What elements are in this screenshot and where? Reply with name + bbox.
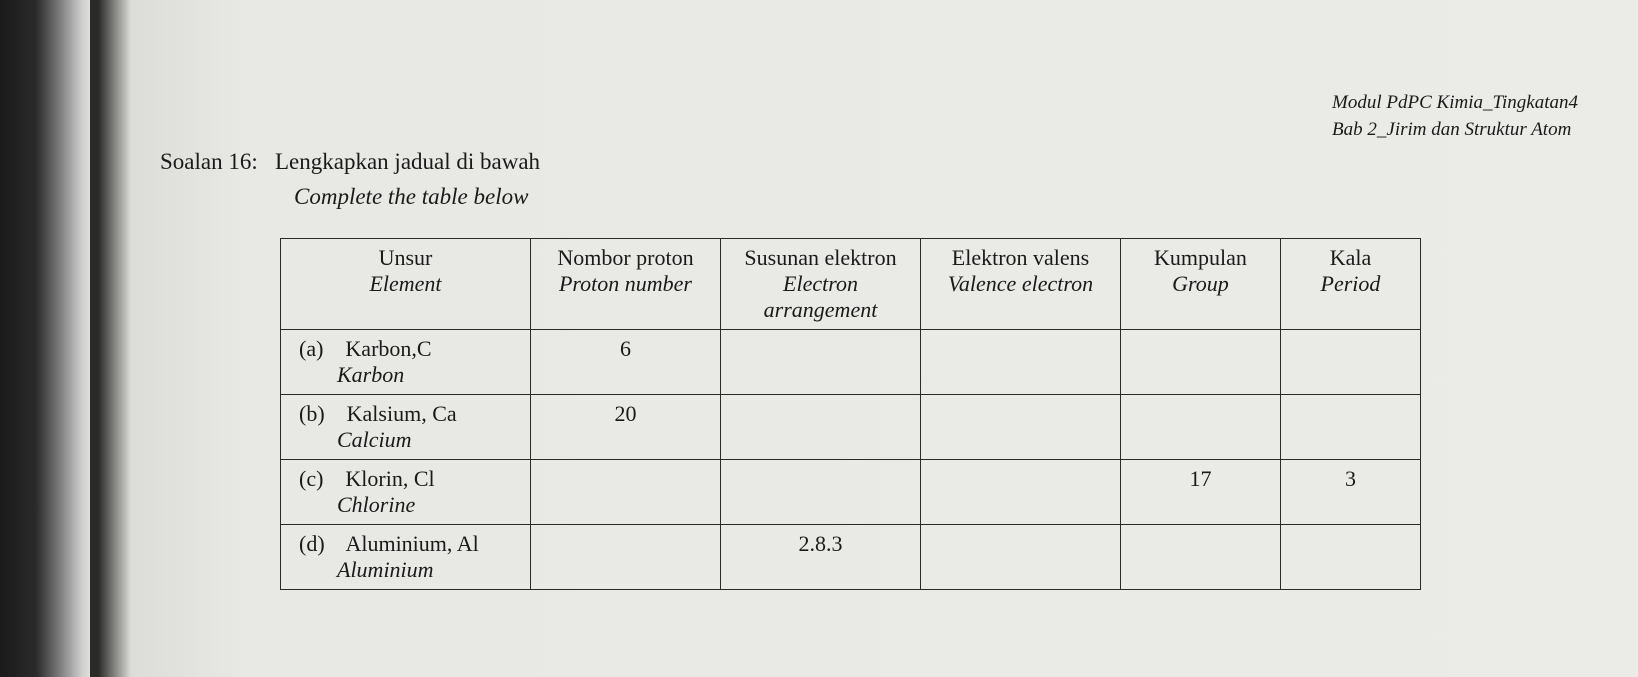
cell-group [1121,395,1281,460]
cell-valence [921,460,1121,525]
question-header: Soalan 16: Lengkapkan jadual di bawah Co… [160,145,1578,214]
cell-period [1281,330,1421,395]
cell-group [1121,525,1281,590]
cell-element: (d) Aluminium, Al Aluminium [281,525,531,590]
cell-element: (c) Klorin, Cl Chlorine [281,460,531,525]
page-content: Modul PdPC Kimia_Tingkatan4 Bab 2_Jirim … [0,0,1638,630]
question-text-my: Lengkapkan jadual di bawah [275,149,540,174]
cell-group [1121,330,1281,395]
cell-valence [921,330,1121,395]
chapter-title: Bab 2_Jirim dan Struktur Atom [1332,117,1578,144]
elements-table: Unsur Element Nombor proton Proton numbe… [280,238,1421,590]
table-row: (a) Karbon,C Karbon 6 [281,330,1421,395]
col-header-valence: Elektron valens Valence electron [921,239,1121,330]
page-header-right: Modul PdPC Kimia_Tingkatan4 Bab 2_Jirim … [1332,90,1578,143]
cell-arrangement [721,460,921,525]
col-header-arrangement: Susunan elektron Electron arrangement [721,239,921,330]
table-header-row: Unsur Element Nombor proton Proton numbe… [281,239,1421,330]
col-header-group: Kumpulan Group [1121,239,1281,330]
table-container: Unsur Element Nombor proton Proton numbe… [280,238,1578,590]
question-label: Soalan 16: [160,149,258,174]
cell-arrangement [721,330,921,395]
cell-period: 3 [1281,460,1421,525]
cell-proton: 6 [531,330,721,395]
col-header-proton: Nombor proton Proton number [531,239,721,330]
col-header-element: Unsur Element [281,239,531,330]
cell-proton [531,460,721,525]
cell-valence [921,525,1121,590]
cell-proton: 20 [531,395,721,460]
col-header-period: Kala Period [1281,239,1421,330]
cell-period [1281,525,1421,590]
cell-group: 17 [1121,460,1281,525]
cell-valence [921,395,1121,460]
cell-arrangement: 2.8.3 [721,525,921,590]
table-row: (c) Klorin, Cl Chlorine 17 3 [281,460,1421,525]
table-row: (b) Kalsium, Ca Calcium 20 [281,395,1421,460]
cell-element: (a) Karbon,C Karbon [281,330,531,395]
question-text-en: Complete the table below [294,180,1578,215]
cell-period [1281,395,1421,460]
table-row: (d) Aluminium, Al Aluminium 2.8.3 [281,525,1421,590]
cell-arrangement [721,395,921,460]
cell-proton [531,525,721,590]
cell-element: (b) Kalsium, Ca Calcium [281,395,531,460]
module-title: Modul PdPC Kimia_Tingkatan4 [1332,90,1578,117]
